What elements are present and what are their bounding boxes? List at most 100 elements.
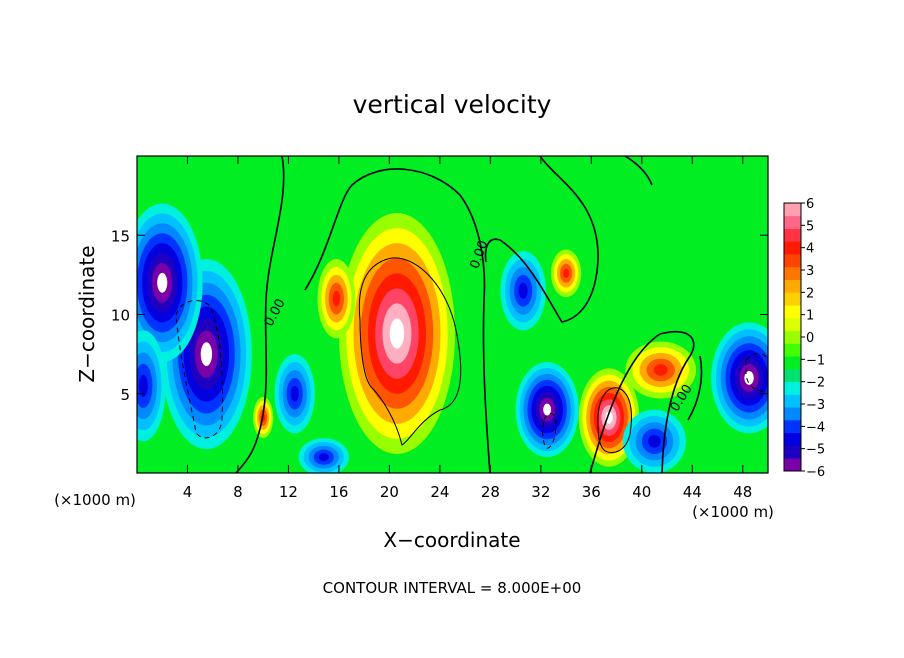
plot-area: 0.000.000.00 [137,156,768,473]
colorbar-swatch [784,305,801,319]
colorbar-swatch [784,203,801,217]
y-axis-label: Z−coordinate [75,245,99,382]
colorbar-label: 5 [806,219,814,234]
colorbar-swatch [784,292,801,306]
downdraft-band [744,370,754,385]
colorbar-swatch [784,215,801,229]
colorbar-swatch [784,343,801,357]
updraft-band [389,318,405,349]
y-unit-label-left: (×1000 m) [54,491,136,509]
colorbar-label: −2 [806,376,825,391]
colorbar-swatch [784,407,801,421]
downdraft-feature [274,354,315,434]
colorbar-label: 0 [806,331,814,346]
x-tick-label: 28 [481,483,500,501]
contour-interval-footer: CONTOUR INTERVAL = 8.000E+00 [323,579,582,597]
downdraft-band [157,272,168,293]
updraft-feature [550,249,582,298]
downdraft-contour-line [745,353,768,393]
downdraft-contour-line [175,300,223,439]
zero-contour-line [687,355,703,421]
y-tick-label: 10 [111,307,130,325]
updraft-band [653,364,668,376]
colorbar-swatch [784,279,801,293]
updraft-feature [578,368,640,467]
colorbar-label: −5 [806,443,825,458]
updraft-feature [338,213,456,454]
zero-contour-line [624,156,653,186]
y-tick-label: 5 [120,386,130,404]
y-axis: 5 10 15 [111,227,768,404]
colorbar-label: 3 [806,264,814,279]
x-tick-label: 12 [279,483,298,501]
updraft-contour-line [358,257,462,446]
downdraft-feature [298,438,350,473]
colorbar-label: 4 [806,242,814,257]
downdraft-feature [160,259,252,450]
x-axis-label: X−coordinate [383,528,520,552]
colorbar-swatch [784,445,801,459]
x-tick-label: 20 [380,483,399,501]
x-tick-label: 4 [183,483,193,501]
downdraft-feature [515,362,579,458]
x-tick-label: 24 [430,483,449,501]
downdraft-band [138,374,148,397]
updraft-band [563,268,570,279]
contour-lines [175,156,768,473]
downdraft-feature [137,203,203,363]
updraft-feature [317,259,356,339]
colorbar-swatch [784,228,801,242]
updraft-band [332,290,341,307]
colorbar-swatch [784,432,801,446]
downdraft-feature [711,322,768,434]
downdraft-feature [622,409,686,473]
downdraft-band [318,453,329,461]
downdraft-band [543,403,552,416]
x-tick-label: 40 [632,483,651,501]
colorbar-swatch [784,381,801,395]
downdraft-band [648,434,661,448]
chart-title: vertical velocity [353,90,552,119]
colorbar-label: −4 [806,420,825,435]
colorbar-label: 1 [806,309,814,324]
colorbar-swatch [784,266,801,280]
colorbar: 6 5 4 3 2 1 0 −1 −2 −3 −4 −5 −6 [783,197,825,480]
colorbar-swatch [784,356,801,370]
updraft-feature [625,341,697,399]
zero-contour-line [484,156,599,323]
x-unit-label-right: (×1000 m) [692,503,774,521]
zero-contour-line [589,330,695,473]
zero-contour-line [304,168,491,473]
colorbar-swatch [784,458,801,472]
x-tick-label: 36 [582,483,601,501]
colorbar-label: −3 [806,398,825,413]
x-tick-label: 16 [329,483,348,501]
colorbar-swatch [784,368,801,383]
x-axis: 4 8 12 16 20 24 28 32 36 40 44 48 [183,156,752,501]
colorbar-swatch [784,254,801,268]
x-tick-label: 44 [683,483,702,501]
colorbar-swatch [784,241,801,255]
colorbar-swatch [784,330,801,344]
x-tick-label: 32 [531,483,550,501]
colorbar-label: 2 [806,286,814,301]
zero-contour-line [235,156,285,473]
velocity-field [137,203,768,473]
downdraft-feature [137,330,167,442]
colorbar-label: −1 [806,353,825,368]
downdraft-feature [500,251,546,331]
x-tick-label: 8 [233,483,243,501]
updraft-contour-line [597,387,632,454]
downdraft-contour-line [542,413,557,449]
colorbar-swatch [784,419,801,434]
x-tick-label: 48 [733,483,752,501]
colorbar-swatch [784,317,801,332]
colorbar-swatch [784,394,801,408]
colorbar-label: −6 [806,465,825,480]
colorbar-label: 6 [806,197,814,212]
downdraft-band [200,342,213,367]
downdraft-band [518,282,528,299]
downdraft-band [290,385,299,402]
